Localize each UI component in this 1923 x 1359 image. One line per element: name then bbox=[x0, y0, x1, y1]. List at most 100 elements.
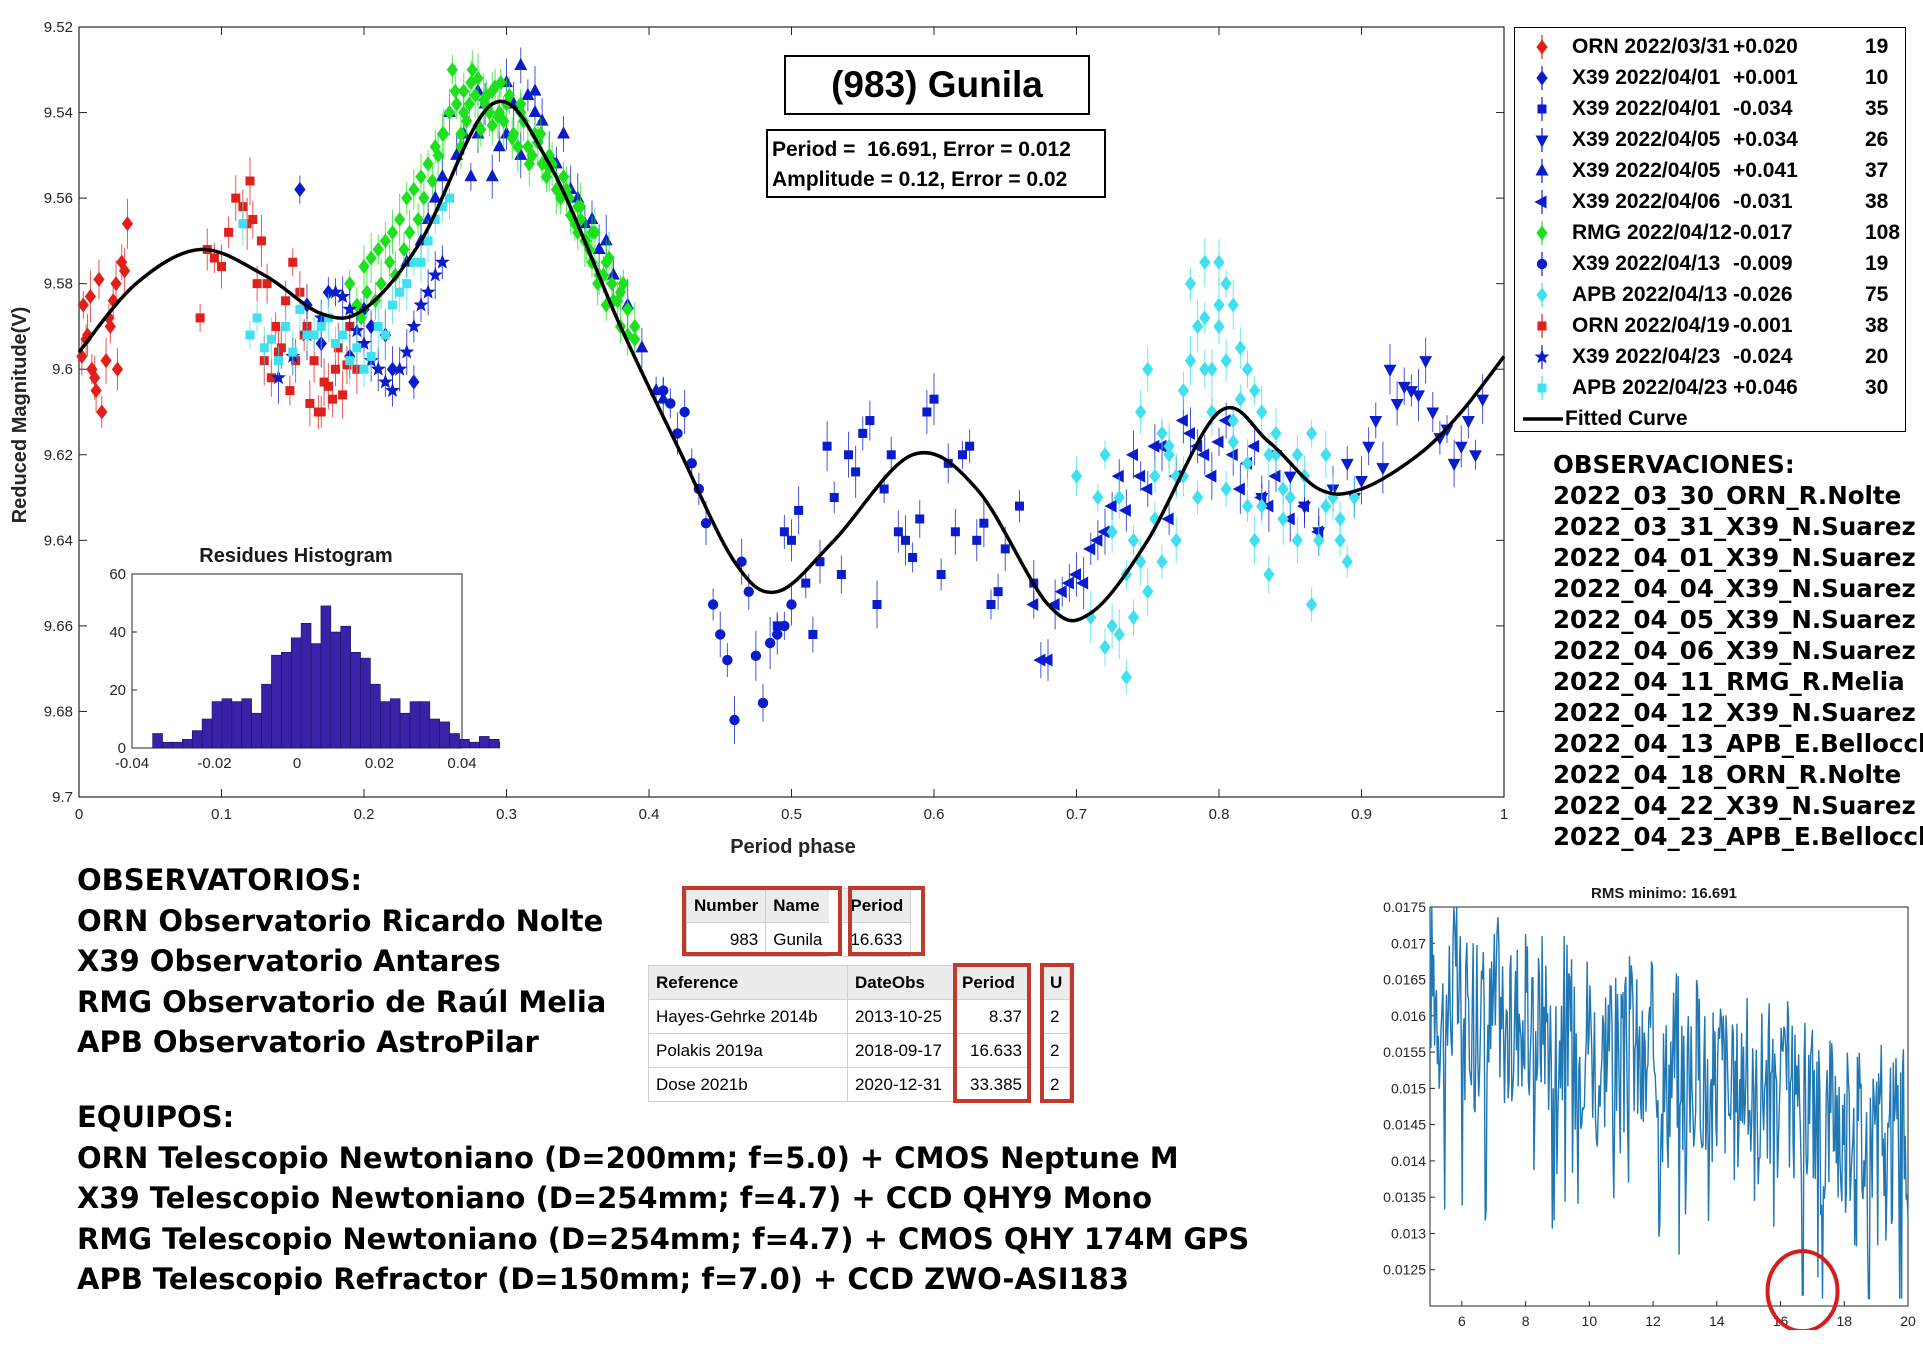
x-tick-label: 6 bbox=[1458, 1313, 1466, 1329]
table-cell: Polakis 2019a bbox=[648, 1033, 848, 1068]
x-tick-label: 0 bbox=[75, 806, 83, 823]
data-point bbox=[294, 182, 306, 198]
data-point bbox=[1232, 482, 1245, 496]
list-item: RMG Telescopio Newtoniano (D=254mm; f=4.… bbox=[77, 1221, 1250, 1256]
data-point bbox=[399, 344, 415, 359]
histogram-bar bbox=[459, 739, 470, 749]
data-point bbox=[118, 263, 131, 279]
data-point bbox=[273, 356, 283, 366]
y-tick-label: 9.68 bbox=[44, 703, 73, 720]
table-cell: 2018-09-17 bbox=[847, 1033, 955, 1068]
data-point bbox=[1268, 469, 1281, 483]
y-tick-label: 0.0145 bbox=[1383, 1117, 1426, 1133]
data-point bbox=[406, 318, 422, 333]
data-point bbox=[1184, 353, 1197, 369]
data-point bbox=[76, 348, 88, 364]
data-point bbox=[422, 156, 434, 172]
data-point bbox=[1118, 503, 1131, 517]
data-point bbox=[743, 586, 754, 597]
x-tick-label: 14 bbox=[1709, 1313, 1725, 1329]
histogram-bar bbox=[340, 625, 351, 749]
data-point bbox=[1070, 468, 1083, 484]
y-tick-label: 9.58 bbox=[44, 276, 73, 293]
data-point bbox=[1127, 609, 1140, 625]
data-point bbox=[366, 351, 376, 361]
histogram-bar bbox=[310, 643, 322, 749]
data-point bbox=[1142, 361, 1154, 377]
list-item: 2022_03_30_ORN_R.Nolte bbox=[1553, 481, 1902, 510]
legend-marker bbox=[1536, 287, 1548, 303]
x-tick-label: 0.2 bbox=[354, 806, 375, 823]
legend-entry: X39 2022/04/05 +0.041 37 bbox=[1515, 156, 1905, 186]
histogram-bar bbox=[439, 721, 450, 749]
data-point bbox=[409, 257, 419, 267]
data-point bbox=[377, 374, 393, 389]
data-point bbox=[893, 527, 903, 537]
observatorios-title: OBSERVATORIOS: bbox=[77, 863, 363, 897]
legend-marker-icon bbox=[1536, 252, 1548, 276]
list-item: X39 Telescopio Newtoniano (D=254mm; f=4.… bbox=[77, 1181, 1153, 1215]
data-point bbox=[1419, 356, 1433, 369]
data-point bbox=[865, 416, 875, 426]
y-tick-label: 0.017 bbox=[1391, 935, 1426, 951]
data-point bbox=[993, 587, 1003, 597]
data-point bbox=[1147, 439, 1160, 453]
data-point bbox=[465, 75, 477, 91]
data-point bbox=[1390, 398, 1404, 412]
data-point bbox=[77, 297, 89, 313]
data-point bbox=[1054, 585, 1067, 599]
histogram-bar bbox=[389, 698, 401, 749]
data-point bbox=[338, 390, 348, 400]
data-point bbox=[592, 241, 606, 254]
data-point bbox=[432, 147, 444, 163]
data-point bbox=[121, 216, 134, 232]
data-point bbox=[606, 276, 618, 292]
data-point bbox=[1277, 511, 1289, 527]
x-tick-label: -0.02 bbox=[197, 755, 231, 772]
data-point bbox=[1270, 425, 1282, 441]
data-point bbox=[492, 139, 506, 152]
data-point bbox=[557, 126, 570, 139]
data-point bbox=[1256, 404, 1268, 420]
data-point bbox=[1291, 447, 1303, 463]
histogram-bar bbox=[221, 698, 233, 749]
data-point bbox=[316, 321, 326, 331]
data-point bbox=[658, 385, 669, 396]
data-point bbox=[466, 62, 478, 78]
data-point bbox=[1476, 394, 1490, 407]
data-point bbox=[288, 257, 298, 267]
histogram-bar bbox=[152, 733, 163, 749]
table-cell: 2020-12-31 bbox=[847, 1067, 955, 1102]
highlight-box-object bbox=[682, 886, 842, 956]
data-point bbox=[420, 284, 436, 299]
data-point bbox=[979, 518, 989, 528]
data-point bbox=[384, 254, 396, 270]
data-point bbox=[256, 236, 266, 246]
data-point bbox=[93, 271, 105, 287]
data-point bbox=[1227, 434, 1239, 450]
data-point bbox=[395, 287, 405, 297]
data-point bbox=[1104, 499, 1117, 513]
data-point bbox=[514, 57, 528, 70]
data-point bbox=[402, 279, 412, 289]
histogram-bar bbox=[162, 741, 173, 749]
legend-marker-icon bbox=[1536, 66, 1548, 90]
data-point bbox=[1313, 532, 1325, 548]
data-point bbox=[779, 527, 789, 537]
data-point bbox=[1282, 512, 1295, 526]
data-point bbox=[1163, 438, 1175, 454]
legend-offset: +0.034 bbox=[1733, 128, 1798, 151]
data-point bbox=[794, 505, 804, 515]
data-point bbox=[375, 276, 387, 292]
data-point bbox=[1142, 584, 1154, 600]
data-point bbox=[1241, 455, 1254, 471]
data-point bbox=[276, 343, 286, 353]
legend-count: 38 bbox=[1865, 190, 1889, 213]
data-point bbox=[281, 296, 291, 306]
x-tick-label: 0.7 bbox=[1066, 806, 1087, 823]
equipos-list: EQUIPOS: ORN Telescopio Newtoniano (D=20… bbox=[77, 1097, 1249, 1300]
data-point bbox=[356, 335, 372, 350]
data-point bbox=[1320, 498, 1332, 514]
data-point bbox=[426, 173, 439, 189]
legend-marker-icon bbox=[1523, 417, 1563, 421]
